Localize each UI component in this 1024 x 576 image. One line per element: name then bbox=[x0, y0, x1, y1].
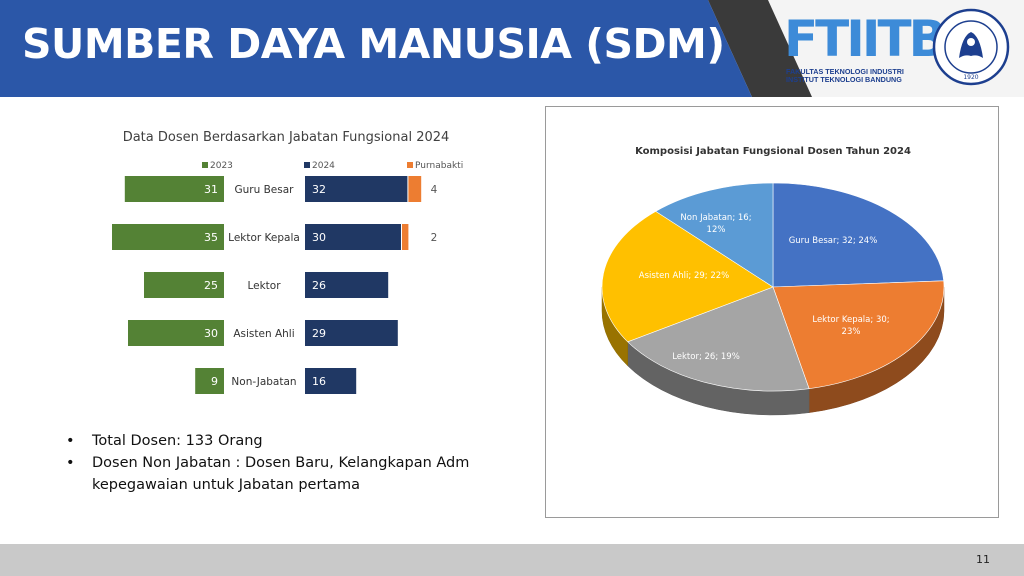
page-title: SUMBER DAYA MANUSIA (SDM) bbox=[22, 20, 725, 68]
category-label: Lektor Kepala bbox=[228, 232, 300, 244]
pie-chart-title: Komposisi Jabatan Fungsional Dosen Tahun… bbox=[635, 146, 911, 157]
svg-text:1920: 1920 bbox=[963, 74, 978, 81]
footer-bar: 11 bbox=[0, 544, 1024, 576]
bar-2023 bbox=[124, 176, 224, 202]
bar-label-2024: 30 bbox=[312, 231, 326, 244]
page-number: 11 bbox=[976, 553, 990, 566]
header: SUMBER DAYA MANUSIA (SDM) FTIITB FAKULTA… bbox=[0, 0, 1024, 97]
legend-label-2024: 2024 bbox=[312, 161, 335, 171]
banner-shadow-shape bbox=[708, 0, 812, 97]
legend-swatch-2023 bbox=[202, 162, 208, 168]
bar-label-2023: 30 bbox=[204, 327, 218, 340]
bar-2024 bbox=[305, 320, 398, 346]
bar-label-2024: 29 bbox=[312, 327, 326, 340]
itb-seal-icon: 1920 bbox=[932, 8, 1010, 86]
bar-label-2023: 35 bbox=[204, 231, 218, 244]
bar-label-2024: 32 bbox=[312, 183, 326, 196]
pie-chart: Komposisi Jabatan Fungsional Dosen Tahun… bbox=[601, 146, 945, 416]
category-label: Lektor bbox=[247, 280, 281, 292]
bullet-item: • Dosen Non Jabatan : Dosen Baru, Kelangk… bbox=[66, 455, 470, 493]
bar-2023 bbox=[112, 224, 224, 250]
pie-slice-lektor-kepala bbox=[772, 280, 945, 389]
bar-label-purnabakti: 2 bbox=[431, 232, 438, 244]
bar-2024 bbox=[305, 224, 401, 250]
bullet-text-non-jabatan: Dosen Non Jabatan : Dosen Baru, Kelangka… bbox=[92, 455, 470, 493]
pie-label-lektor-kepala: 23% bbox=[842, 327, 861, 337]
legend-label-purnabakti: Purnabakti bbox=[415, 161, 463, 171]
bar-label-2024: 16 bbox=[312, 375, 326, 388]
pie-slice-guru-besar bbox=[772, 182, 945, 288]
banner-shape bbox=[0, 0, 752, 97]
bar-purnabakti bbox=[402, 224, 409, 250]
bar-purnabakti bbox=[408, 176, 422, 202]
faculty-logo-subtitle: FAKULTAS TEKNOLOGI INDUSTRI INSTITUT TEK… bbox=[786, 68, 904, 84]
bar-label-2024: 26 bbox=[312, 279, 326, 292]
bar-2023 bbox=[144, 272, 224, 298]
header-banner bbox=[0, 0, 812, 97]
pie-label-asisten-ahli: Asisten Ahli; 29; 22% bbox=[639, 271, 729, 281]
bar-2023 bbox=[195, 368, 224, 394]
pie-chart-panel: Komposisi Jabatan Fungsional Dosen Tahun… bbox=[545, 106, 999, 518]
bullet-list: • Total Dosen: 133 Orang • Dosen Non Jabat… bbox=[66, 430, 532, 496]
category-label: Guru Besar bbox=[235, 184, 295, 196]
bar-label-purnabakti: 4 bbox=[431, 184, 438, 196]
pie-label-non-jabatan: Non Jabatan; 16; bbox=[680, 213, 751, 223]
category-label: Asisten Ahli bbox=[233, 328, 294, 340]
pie-slice-asisten-ahli bbox=[601, 210, 774, 343]
pie-slice-lektor bbox=[627, 286, 810, 392]
bar-2024 bbox=[305, 272, 389, 298]
pie-label-non-jabatan: 12% bbox=[707, 225, 726, 235]
legend-swatch-2024 bbox=[304, 162, 310, 168]
pie-slice-non-jabatan bbox=[655, 182, 774, 288]
bar-2024 bbox=[305, 176, 408, 202]
bar-chart: Data Dosen Berdasarkan Jabatan Fungsiona… bbox=[112, 130, 463, 394]
category-label: Non-Jabatan bbox=[231, 376, 296, 388]
bar-2023 bbox=[128, 320, 224, 346]
bar-2024 bbox=[305, 368, 357, 394]
bullet-item: • Total Dosen: 133 Orang bbox=[66, 433, 263, 449]
pie-label-lektor: Lektor; 26; 19% bbox=[672, 352, 740, 362]
legend-label-2023: 2023 bbox=[210, 161, 233, 171]
pie-label-guru-besar: Guru Besar; 32; 24% bbox=[789, 236, 878, 246]
logo-subtitle-line2: INSTITUT TEKNOLOGI BANDUNG bbox=[786, 75, 902, 84]
legend-swatch-purnabakti bbox=[407, 162, 413, 168]
bar-label-2023: 31 bbox=[204, 183, 218, 196]
logo-subtitle-line1: FAKULTAS TEKNOLOGI INDUSTRI bbox=[786, 67, 904, 76]
bar-label-2023: 9 bbox=[211, 375, 218, 388]
bar-label-2023: 25 bbox=[204, 279, 218, 292]
pie-label-lektor-kepala: Lektor Kepala; 30; bbox=[812, 315, 889, 325]
bullet-text-total: Total Dosen: 133 Orang bbox=[92, 433, 263, 449]
faculty-logo: FTIITB bbox=[784, 10, 947, 68]
bar-chart-title: Data Dosen Berdasarkan Jabatan Fungsiona… bbox=[123, 130, 450, 145]
